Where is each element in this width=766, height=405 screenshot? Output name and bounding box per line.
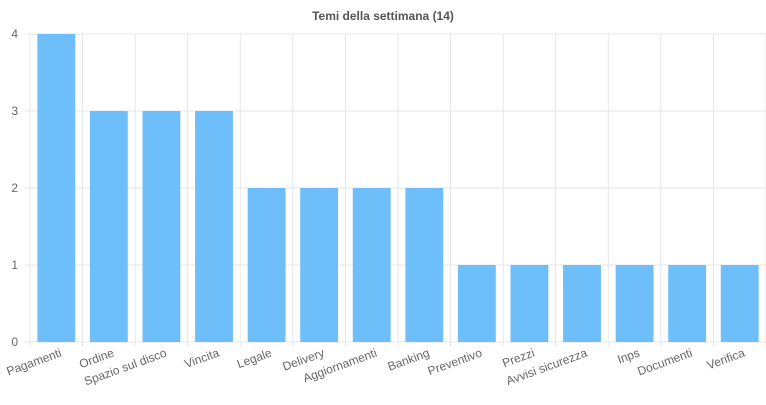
x-tick-label-8: Preventivo — [426, 346, 484, 379]
y-tick-label-1: 1 — [11, 258, 18, 272]
bar-7 — [405, 188, 444, 342]
bar-9 — [510, 265, 549, 342]
bar-5 — [300, 188, 339, 342]
bar-0 — [37, 34, 76, 342]
bar-1 — [89, 111, 128, 342]
bar-13 — [720, 265, 759, 342]
x-tick-label-13: Verifica — [705, 346, 747, 373]
x-tick-label-0: Pagamenti — [5, 346, 64, 379]
bar-2 — [142, 111, 181, 342]
bar-3 — [195, 111, 233, 342]
bar-10 — [563, 265, 601, 342]
y-tick-label-3: 3 — [11, 104, 18, 118]
bar-11 — [615, 265, 654, 342]
y-tick-label-0: 0 — [11, 335, 18, 349]
bar-6 — [352, 188, 391, 342]
x-tick-label-4: Legale — [235, 346, 274, 372]
bar-12 — [668, 265, 707, 342]
y-tick-label-2: 2 — [11, 181, 18, 195]
x-tick-label-12: Documenti — [635, 346, 694, 379]
x-tick-label-7: Banking — [386, 346, 432, 374]
bar-4 — [247, 188, 286, 342]
x-tick-label-3: Vincita — [183, 346, 222, 372]
y-tick-label-4: 4 — [11, 27, 18, 41]
chart-title: Temi della settimana (14) — [312, 9, 454, 23]
bar-8 — [457, 265, 496, 342]
